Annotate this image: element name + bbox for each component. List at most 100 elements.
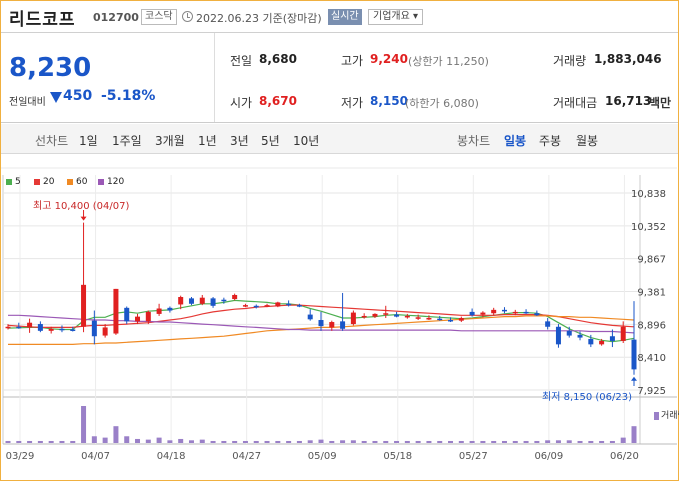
period-5y[interactable]: 5년	[261, 134, 280, 148]
legend-ma20: 20	[34, 177, 54, 187]
candle-body	[27, 322, 33, 328]
period-3m[interactable]: 3개월	[155, 134, 185, 148]
y-tick-label: 7,925	[637, 386, 666, 397]
candle-weekly[interactable]: 주봉	[539, 134, 562, 148]
volume-tag-label: 거래량	[661, 411, 679, 421]
candle-body	[448, 320, 454, 322]
open-value: 8,670	[259, 94, 297, 108]
candle-body	[620, 326, 626, 341]
candle-body	[37, 324, 43, 331]
volume-bar	[199, 439, 205, 443]
candle-body	[404, 315, 410, 318]
candle-body	[372, 313, 378, 317]
volume-bar	[480, 440, 486, 443]
volume-bar	[242, 440, 248, 443]
upper-limit: (상한가 11,250)	[408, 55, 489, 68]
summary-divider	[214, 33, 215, 122]
market-badge: 코스닥	[141, 9, 177, 25]
volume-bar	[102, 437, 108, 443]
candle-body	[102, 327, 108, 336]
candle-body	[242, 305, 248, 307]
current-price: 8,230	[9, 53, 92, 83]
volume-bar	[437, 440, 443, 443]
price-summary: 8,230 전일대비 450 -5.18% 전일 8,680 고가 9,240 …	[1, 33, 678, 123]
change-rate: -5.18%	[101, 88, 156, 104]
volume-bar	[70, 440, 76, 443]
legend-label: 5	[15, 177, 21, 187]
period-10y[interactable]: 10년	[293, 134, 320, 148]
candle-body	[437, 318, 443, 321]
candle-body	[361, 315, 367, 318]
candle-body	[16, 326, 22, 329]
lower-limit: (하한가 6,080)	[405, 97, 479, 110]
x-tick-label: 04/18	[157, 451, 186, 462]
x-tick-label: 03/29	[6, 451, 35, 462]
volume-bar	[16, 440, 22, 443]
realtime-button[interactable]: 실시간	[328, 9, 362, 25]
candle-body	[307, 314, 313, 320]
volume-tag: 거래량	[654, 408, 679, 421]
volume-bar	[448, 440, 454, 443]
volume-bar	[372, 440, 378, 443]
candle-body	[145, 311, 151, 322]
volume-bar	[27, 440, 33, 443]
volume-bar	[232, 440, 238, 443]
low-annotation: 최저 8,150 (06/23)	[542, 392, 633, 403]
period-1y[interactable]: 1년	[198, 134, 217, 148]
y-tick-label: 10,352	[631, 222, 666, 233]
candle-body	[480, 312, 486, 315]
legend-swatch	[34, 178, 40, 185]
candle-daily[interactable]: 일봉	[504, 134, 527, 148]
candle-body	[296, 305, 302, 307]
x-tick-label: 05/09	[308, 451, 337, 462]
title-bar: 리드코프 012700 코스닥 2022.06.23 기준(장마감) 실시간 기…	[1, 1, 678, 33]
candle-body	[210, 298, 216, 306]
candle-monthly[interactable]: 월봉	[576, 134, 599, 148]
candle-body	[588, 338, 594, 345]
candle-body	[253, 305, 259, 308]
y-tick-label: 8,896	[637, 320, 666, 331]
high-annotation: 최고 10,400 (04/07)	[33, 201, 130, 212]
volume-bar	[361, 440, 367, 443]
volume-bar	[469, 440, 475, 443]
volume-bar	[599, 440, 605, 443]
candle-body	[113, 288, 119, 334]
volume-bar	[178, 438, 184, 443]
legend-ma5: 5	[6, 177, 21, 187]
candle-body	[545, 321, 551, 327]
line-chart-label: 선차트	[35, 134, 69, 148]
period-3y[interactable]: 3년	[230, 134, 249, 148]
low-marker-arrow	[631, 376, 637, 381]
candle-body	[264, 305, 270, 307]
y-tick-label: 10,838	[631, 189, 666, 200]
volume-bar	[135, 438, 141, 443]
candle-body	[340, 321, 346, 329]
ma-5-line	[7, 299, 635, 343]
volume-bar	[145, 439, 151, 443]
volume-bar	[307, 440, 313, 443]
company-info-button[interactable]: 기업개요 ▾	[368, 9, 423, 25]
volume-bar	[156, 437, 162, 443]
candle-body	[469, 311, 475, 316]
high-label: 고가	[341, 54, 364, 68]
volume-bar	[458, 440, 464, 443]
volume-value: 1,883,046	[594, 52, 662, 66]
volume-bar	[48, 440, 54, 443]
legend-swatch	[98, 178, 104, 185]
legend-ma60: 60	[67, 177, 87, 187]
volume-bar	[275, 440, 281, 443]
volume-bar	[340, 440, 346, 443]
candle-body	[59, 328, 65, 331]
high-value: 9,240	[370, 52, 408, 66]
x-tick-label: 05/18	[383, 451, 412, 462]
volume-bar	[221, 440, 227, 443]
legend-swatch	[6, 178, 12, 185]
candle-body	[318, 320, 324, 327]
candle-body	[534, 313, 540, 316]
candle-body	[394, 314, 400, 317]
period-1d[interactable]: 1일	[79, 134, 98, 148]
period-1w[interactable]: 1주일	[112, 134, 142, 148]
volume-bar	[113, 426, 119, 443]
volume-bar	[329, 440, 335, 443]
